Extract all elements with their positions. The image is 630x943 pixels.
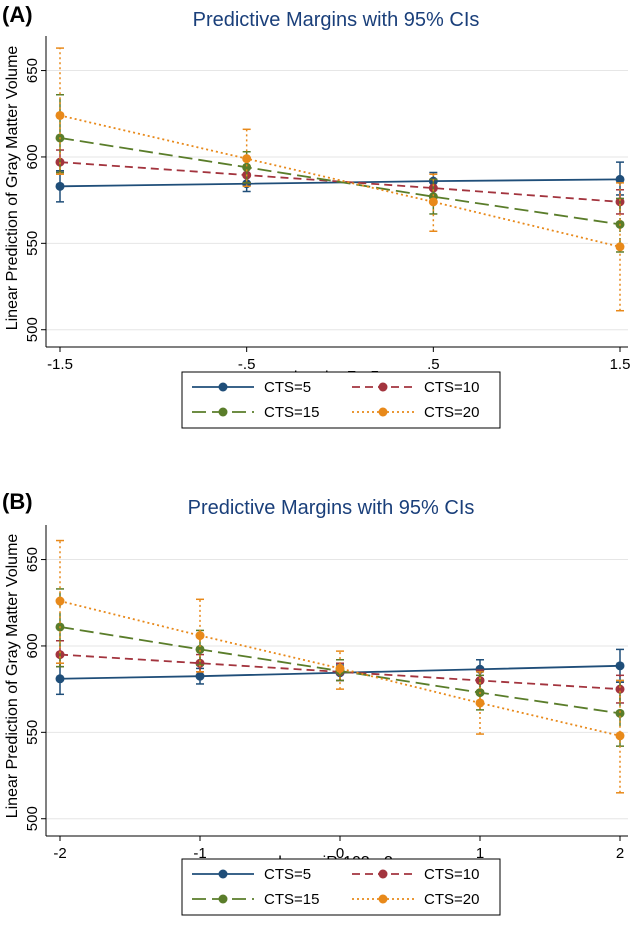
series-line [59, 600, 621, 737]
legend-item-cts-20: CTS=20 [352, 891, 479, 908]
data-point [55, 674, 65, 684]
series-cts-15 [55, 93, 625, 253]
data-point [335, 663, 345, 673]
data-point [615, 242, 625, 252]
x-tick-label: 1.5 [610, 356, 630, 373]
legend-marker [378, 894, 388, 904]
legend-marker [378, 407, 388, 417]
x-tick-label: -2 [53, 845, 66, 862]
data-point [615, 661, 625, 671]
legend-label: CTS=20 [424, 404, 479, 421]
x-tick-label: .5 [427, 356, 440, 373]
series-cts-20 [55, 539, 625, 794]
y-tick-label: 500 [24, 317, 41, 342]
y-tick-label: 600 [24, 633, 41, 658]
data-point [615, 708, 625, 718]
panel-b-plot: 500 550 600 650 -2 -1 0 1 2 [24, 525, 628, 862]
y-tick-label: 500 [24, 806, 41, 831]
data-point [55, 110, 65, 120]
x-tick-label: -1 [193, 845, 206, 862]
panel-b: (B) Predictive Margins with 95% CIs Line… [2, 489, 628, 916]
panel-a-label: (A) [2, 2, 33, 27]
y-tick-label: 650 [24, 547, 41, 572]
series-cts-20 [55, 47, 625, 312]
data-point [55, 596, 65, 606]
legend-item-cts-5: CTS=5 [192, 866, 311, 883]
panel-a-legend: CTS=5 CTS=10 CTS=15 CTS=20 [181, 371, 501, 429]
data-point [615, 684, 625, 694]
data-point [242, 162, 252, 172]
y-tick-label: 600 [24, 144, 41, 169]
panel-a-y-axis-label: Linear Prediction of Gray Matter Volume [4, 46, 21, 331]
legend-item-cts-20: CTS=20 [352, 404, 479, 421]
data-point [475, 698, 485, 708]
x-tick-label: 2 [616, 845, 624, 862]
data-point [615, 731, 625, 741]
legend-item-cts-10: CTS=10 [352, 379, 479, 396]
data-point [242, 154, 252, 164]
legend-marker [218, 382, 228, 392]
legend-label: CTS=15 [264, 891, 319, 908]
legend-marker [218, 869, 228, 879]
x-tick-label: 1 [476, 845, 484, 862]
x-tick-label: -.5 [238, 356, 256, 373]
panel-b-y-axis-label: Linear Prediction of Gray Matter Volume [4, 534, 21, 819]
legend-label: CTS=10 [424, 379, 479, 396]
legend-marker [218, 894, 228, 904]
legend-box [181, 371, 501, 429]
legend-label: CTS=10 [424, 866, 479, 883]
y-tick-label: 550 [24, 720, 41, 745]
legend-item-cts-10: CTS=10 [352, 866, 479, 883]
legend-label: CTS=15 [264, 404, 319, 421]
x-tick-label: 0 [336, 845, 344, 862]
panel-b-title: Predictive Margins with 95% CIs [188, 497, 475, 519]
legend-marker [378, 869, 388, 879]
panel-a-title: Predictive Margins with 95% CIs [193, 9, 480, 31]
panel-b-legend: CTS=5 CTS=10 CTS=15 CTS=20 [181, 858, 501, 916]
legend-item-cts-15: CTS=15 [192, 404, 319, 421]
data-point [55, 181, 65, 191]
panel-b-label: (B) [2, 489, 33, 514]
data-point [428, 197, 438, 207]
panel-a: (A) Predictive Margins with 95% CIs Line… [2, 2, 630, 429]
x-tick-label: -1.5 [47, 356, 73, 373]
y-tick-label: 650 [24, 58, 41, 83]
series-line [59, 137, 621, 226]
data-point [195, 631, 205, 641]
data-point [195, 644, 205, 654]
legend-marker [378, 382, 388, 392]
legend-item-cts-5: CTS=5 [192, 379, 311, 396]
legend-label: CTS=5 [264, 379, 311, 396]
legend-item-cts-15: CTS=15 [192, 891, 319, 908]
legend-box [181, 858, 501, 916]
legend-marker [218, 407, 228, 417]
y-tick-label: 550 [24, 231, 41, 256]
series-line [59, 114, 621, 248]
legend-label: CTS=5 [264, 866, 311, 883]
panel-a-plot: 500 550 600 650 -1.5 -.5 .5 1.5 [24, 36, 630, 373]
data-point [195, 671, 205, 681]
data-point [615, 174, 625, 184]
legend-label: CTS=20 [424, 891, 479, 908]
